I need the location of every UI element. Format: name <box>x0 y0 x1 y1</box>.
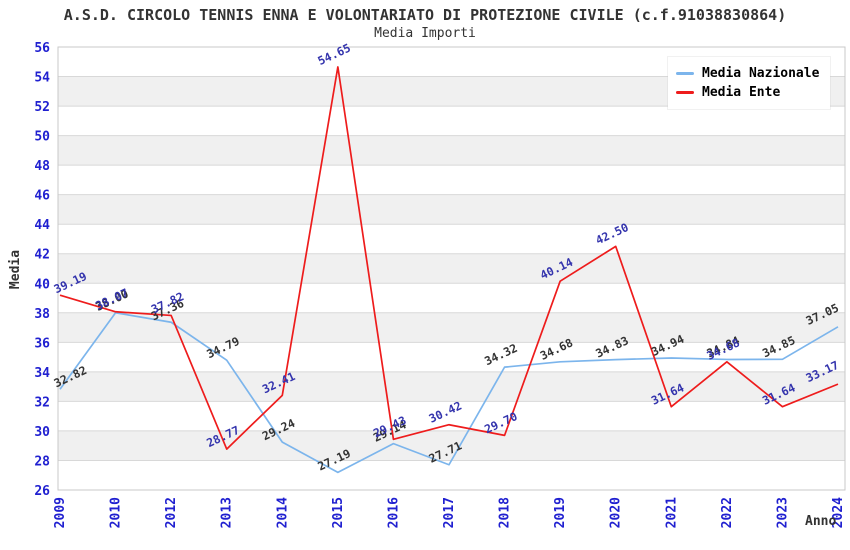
y-axis-tick-label: 48 <box>34 159 50 174</box>
plot-band <box>58 224 845 254</box>
y-axis-tick-label: 32 <box>34 395 50 410</box>
y-axis-tick-label: 34 <box>34 366 50 381</box>
y-axis-tick-label: 38 <box>34 307 50 322</box>
legend-item-media-ente[interactable]: Media Ente <box>676 83 822 102</box>
y-axis-tick-label: 56 <box>34 41 50 56</box>
y-axis-tick-label: 52 <box>34 100 50 115</box>
x-axis-tick-label: 2018 <box>498 497 513 528</box>
media-nazionale-line <box>59 311 839 474</box>
plot-band <box>58 253 845 284</box>
plot-band <box>58 460 845 490</box>
x-axis-title: Anno <box>805 514 837 529</box>
y-axis-tick-label: 40 <box>34 277 50 292</box>
x-axis-tick-label: 2014 <box>275 497 290 528</box>
y-axis-tick-label: 54 <box>34 71 50 86</box>
media-ente-line-marker <box>676 91 694 94</box>
x-axis-tick-label: 2013 <box>220 497 235 528</box>
x-axis-tick-label: 2016 <box>386 497 401 528</box>
chart-legend: Media Nazionale Media Ente <box>668 57 830 109</box>
y-axis-tick-label: 50 <box>34 130 50 145</box>
y-axis-tick-label: 26 <box>34 484 50 499</box>
legend-item-media-nazionale[interactable]: Media Nazionale <box>676 64 822 83</box>
plot-border <box>57 46 846 491</box>
x-axis-tick-label: 2019 <box>553 497 568 528</box>
y-axis-tick-label: 42 <box>34 248 50 263</box>
plot-band <box>58 165 845 195</box>
plot-band <box>58 430 845 461</box>
media-nazionale-line-marker <box>676 72 694 75</box>
x-axis-tick-label: 2024 <box>831 497 846 528</box>
media-ente-line <box>59 66 839 450</box>
x-axis-tick-label: 2015 <box>331 497 346 528</box>
chart-title: A.S.D. CIRCOLO TENNIS ENNA E VOLONTARIAT… <box>63 6 787 24</box>
y-axis-tick-label: 44 <box>34 218 50 233</box>
legend-label-media-ente: Media Ente <box>702 85 781 100</box>
x-axis-tick-label: 2021 <box>664 497 679 528</box>
x-axis-tick-label: 2009 <box>53 497 68 528</box>
x-axis-tick-label: 2022 <box>720 497 735 528</box>
plot-band <box>58 135 845 166</box>
x-axis-tick-label: 2023 <box>775 497 790 528</box>
y-axis-tick-label: 36 <box>34 336 50 351</box>
legend-label-media-nazionale: Media Nazionale <box>702 66 820 81</box>
y-axis-title: Media <box>8 249 24 290</box>
y-axis-tick-label: 30 <box>34 425 50 440</box>
plot-band <box>58 106 845 136</box>
x-axis-tick-label: 2020 <box>609 497 624 528</box>
x-axis-tick-label: 2012 <box>164 497 179 528</box>
y-axis-tick-label: 46 <box>34 189 50 204</box>
plot-band <box>58 312 845 343</box>
plot-band <box>58 194 845 225</box>
x-axis-tick-label: 2017 <box>442 497 457 528</box>
plot-band <box>58 283 845 313</box>
y-axis-tick-label: 28 <box>34 454 50 469</box>
chart-subtitle: Media Importi <box>374 26 476 41</box>
x-axis-tick-label: 2010 <box>109 497 124 528</box>
plot-band <box>58 371 845 402</box>
